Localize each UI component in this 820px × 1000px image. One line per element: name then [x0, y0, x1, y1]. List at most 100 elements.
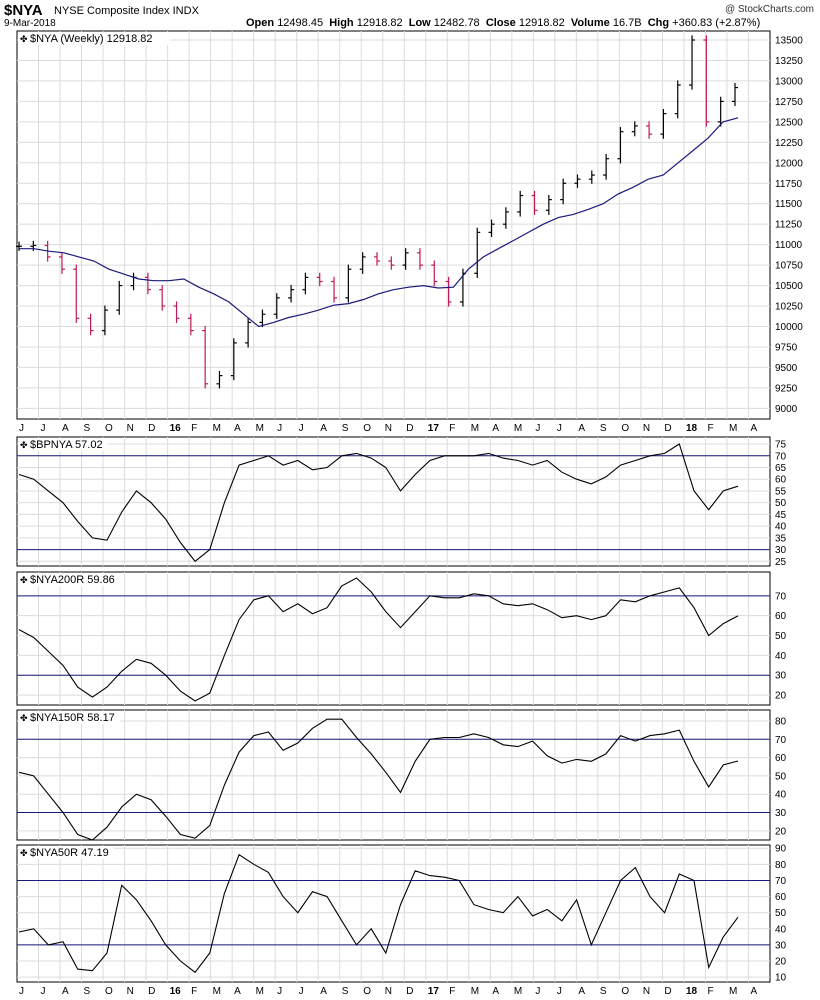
x-month-label: O — [621, 423, 629, 434]
x-month-label: A — [234, 986, 241, 997]
x-month-label: M — [729, 986, 737, 997]
panel-frame — [16, 709, 771, 841]
x-month-label: N — [385, 986, 392, 997]
x-month-label: J — [535, 423, 540, 434]
x-month-label: M — [213, 423, 221, 434]
x-month-label: O — [363, 986, 371, 997]
y-tick-label: 60 — [775, 753, 787, 764]
panel-title: $NYA200R 59.86 — [30, 574, 115, 586]
x-month-label: D — [664, 986, 671, 997]
y-tick-label: 50 — [775, 631, 787, 642]
x-month-label: J — [299, 423, 304, 434]
y-tick-label: 70 — [775, 735, 787, 746]
x-month-label: J — [299, 986, 304, 997]
title-background — [18, 438, 108, 451]
title-background — [18, 711, 121, 724]
y-tick-label: 40 — [775, 790, 787, 801]
y-tick-label: 30 — [775, 545, 787, 556]
x-month-label: M — [514, 986, 522, 997]
y-tick-label: 9750 — [775, 342, 798, 353]
y-tick-label: 60 — [775, 611, 787, 622]
x-month-label: J — [557, 986, 562, 997]
x-month-label: J — [277, 986, 282, 997]
y-tick-label: 30 — [775, 940, 787, 951]
high-value: 12918.82 — [356, 17, 403, 29]
y-tick-label: 20 — [775, 957, 787, 968]
low-key: Low — [408, 17, 431, 29]
y-tick-label: 30 — [775, 808, 787, 819]
y-tick-label: 10750 — [775, 261, 803, 272]
y-tick-label: 20 — [775, 691, 787, 702]
panel-title: $NYA150R 58.17 — [30, 712, 115, 724]
y-tick-label: 11250 — [775, 220, 803, 231]
y-tick-label: 70 — [775, 876, 787, 887]
panel-marker-icon: ✤ — [20, 848, 28, 858]
exchange-label: INDX — [172, 5, 199, 17]
x-month-label: 16 — [170, 986, 182, 997]
y-tick-label: 10500 — [775, 281, 803, 292]
panel-marker-icon: ✤ — [20, 713, 28, 723]
y-tick-label: 25 — [775, 557, 787, 568]
x-month-label: F — [449, 423, 455, 434]
y-tick-label: 10250 — [775, 302, 803, 313]
x-month-label: N — [385, 423, 392, 434]
x-month-label: J — [277, 423, 282, 434]
x-month-label: A — [62, 423, 69, 434]
x-month-label: S — [600, 986, 607, 997]
y-tick-label: 9500 — [775, 363, 798, 374]
x-month-label: S — [600, 423, 607, 434]
change-value: +360.83 (+2.87%) — [672, 17, 761, 29]
quote-summary: Open 12498.45 High 12918.82 Low 12482.78… — [246, 17, 760, 29]
volume-value: 16.7B — [612, 17, 642, 29]
x-month-label: D — [664, 423, 671, 434]
x-month-label: 16 — [170, 423, 182, 434]
index-name-label: NYSE Composite Index INDX — [54, 5, 199, 17]
x-month-label: D — [148, 986, 155, 997]
y-tick-label: 12750 — [775, 97, 803, 108]
x-month-label: M — [256, 986, 264, 997]
y-tick-label: 10 — [775, 973, 787, 984]
x-month-label: A — [578, 986, 585, 997]
x-month-label: S — [84, 986, 91, 997]
x-month-label: N — [127, 423, 134, 434]
y-tick-label: 30 — [775, 671, 787, 682]
title-background — [18, 32, 171, 45]
x-month-label: M — [213, 986, 221, 997]
y-tick-label: 10000 — [775, 322, 803, 333]
indicator-line — [18, 577, 739, 702]
moving-average-line — [19, 117, 739, 328]
x-month-label: A — [320, 423, 327, 434]
panel-marker-icon: ✤ — [20, 440, 28, 450]
y-tick-label: 50 — [775, 908, 787, 919]
x-month-label: S — [84, 423, 91, 434]
y-tick-label: 60 — [775, 475, 787, 486]
y-tick-label: 9250 — [775, 383, 798, 394]
x-month-label: N — [643, 986, 650, 997]
y-tick-label: 50 — [775, 498, 787, 509]
close-key: Close — [485, 17, 516, 29]
x-month-label: O — [105, 423, 113, 434]
x-month-label: J — [19, 423, 24, 434]
x-month-label: M — [471, 423, 479, 434]
y-tick-label: 65 — [775, 463, 787, 474]
y-tick-label: 70 — [775, 451, 787, 462]
high-key: High — [329, 17, 354, 29]
y-tick-label: 80 — [775, 716, 787, 727]
x-month-label: A — [492, 423, 499, 434]
indicator-line — [18, 718, 739, 841]
y-tick-label: 13250 — [775, 56, 803, 67]
x-month-label: 17 — [428, 986, 440, 997]
x-month-label: O — [105, 986, 113, 997]
panel-frame — [16, 436, 771, 567]
x-month-label: N — [127, 986, 134, 997]
x-month-label: 18 — [686, 986, 698, 997]
y-tick-label: 13500 — [775, 36, 803, 47]
y-tick-label: 11750 — [775, 179, 803, 190]
change-key: Chg — [647, 17, 670, 29]
y-tick-label: 80 — [775, 860, 787, 871]
panel-frame — [16, 844, 771, 983]
y-tick-label: 55 — [775, 486, 787, 497]
y-tick-label: 50 — [775, 771, 787, 782]
x-month-label: S — [342, 986, 349, 997]
x-month-label: J — [557, 423, 562, 434]
